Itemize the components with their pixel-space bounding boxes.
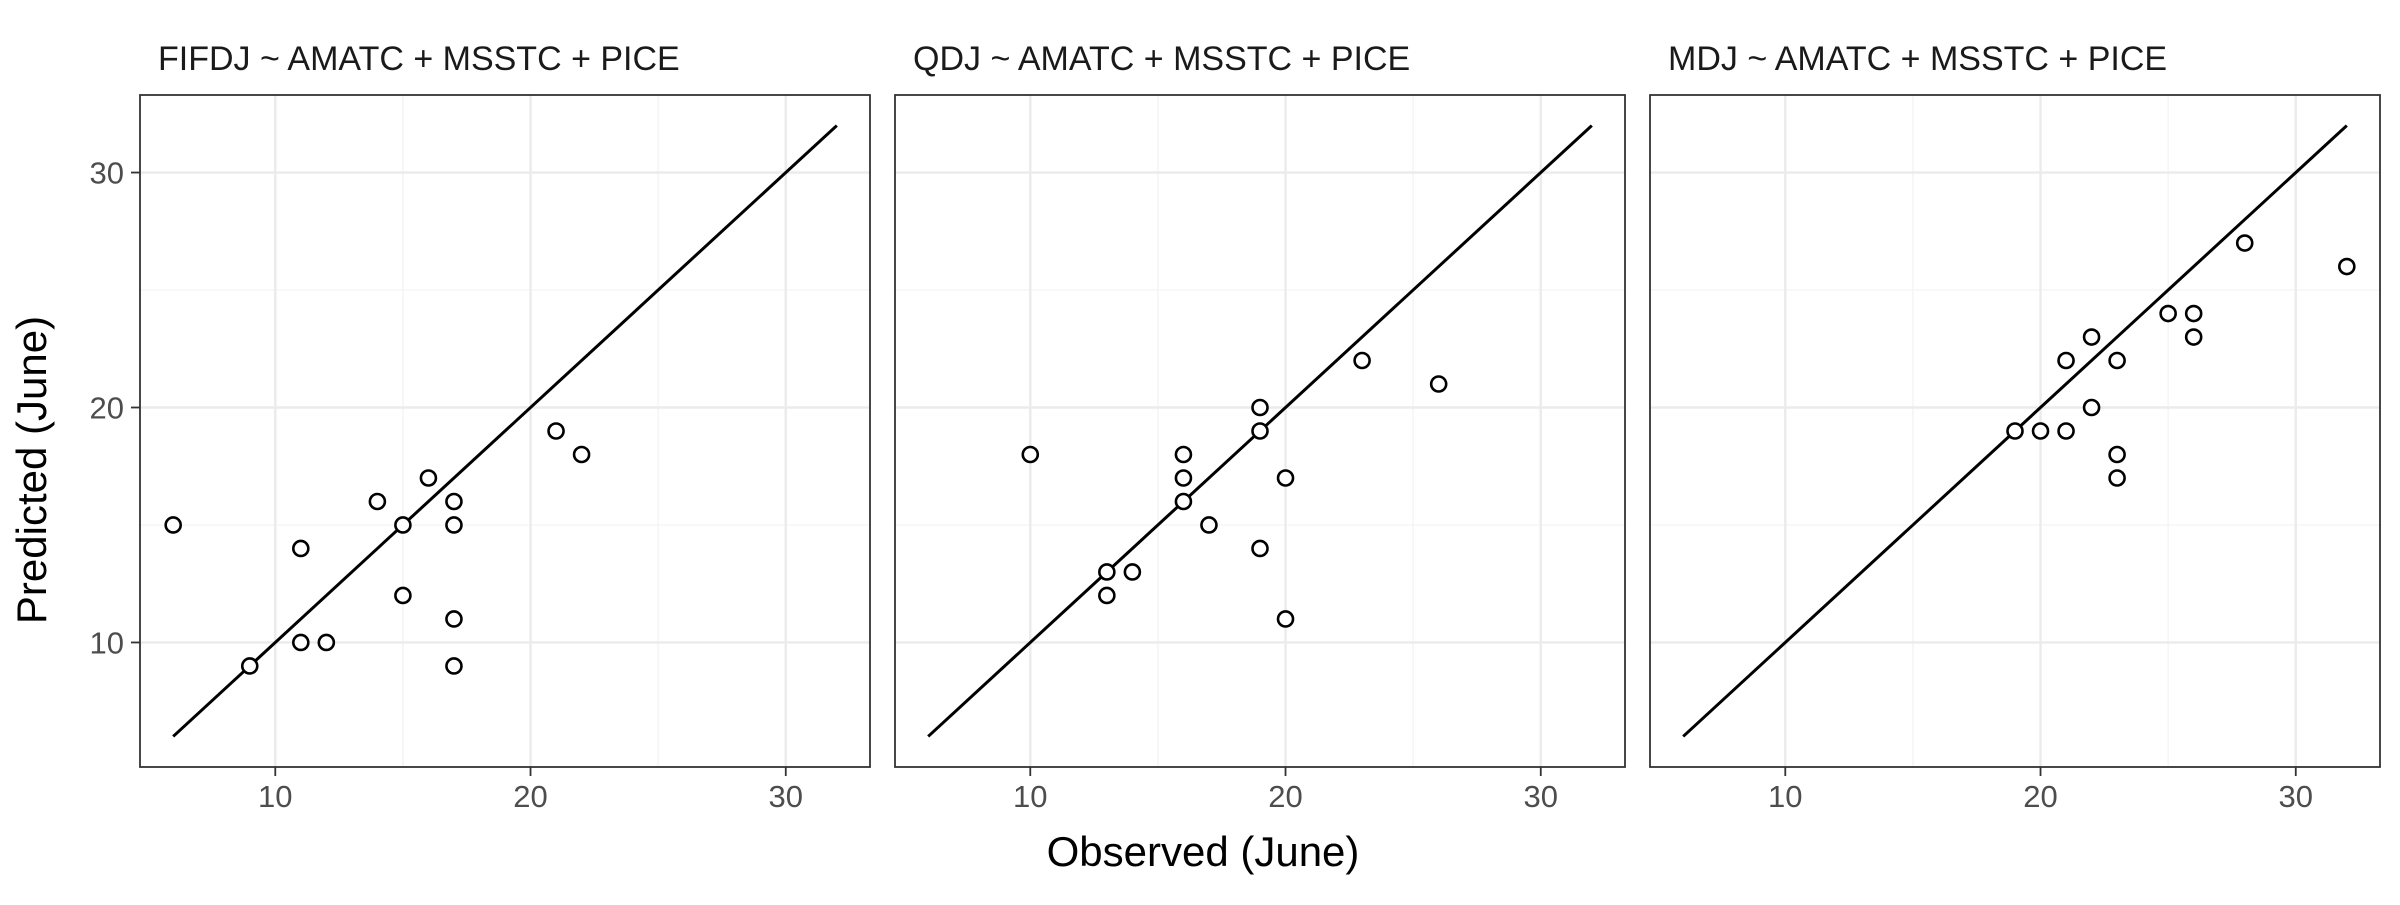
y-axis-title: Predicted (June)	[8, 316, 55, 624]
y-tick-label: 10	[90, 625, 124, 660]
panel-1-point-3	[292, 539, 310, 558]
panel-3-point-9	[2108, 469, 2126, 487]
panel-1-point-8	[394, 586, 412, 605]
x-tick-label: 10	[1013, 779, 1047, 814]
panel-2-border	[894, 94, 1626, 768]
panel-1-point-9	[419, 469, 438, 487]
panel-3-point-14	[2338, 257, 2356, 276]
panel-2-point-6	[1174, 469, 1193, 487]
panel-2-point-5	[1174, 445, 1193, 464]
panel-1-point-4	[292, 633, 310, 652]
panel-2-point-3	[1098, 586, 1116, 605]
panel-2-point-12	[1276, 469, 1295, 487]
panel-3-point-6	[2082, 398, 2101, 417]
x-axis-title: Observed (June)	[1047, 828, 1360, 875]
panel-2-point-2	[1098, 563, 1116, 581]
panel-1-point-13	[445, 657, 463, 675]
panel-1-point-10	[445, 492, 463, 511]
panel-3-point-1	[2006, 422, 2024, 440]
panel-1-identity-line	[172, 124, 838, 738]
y-tick-label: 20	[90, 391, 124, 426]
panel-3-point-2	[2031, 422, 2050, 440]
panel-1-point-6	[368, 492, 387, 511]
x-tick-label: 20	[2023, 779, 2057, 814]
panel-2-point-13	[1276, 610, 1295, 628]
panel-2-title: QDJ ~ AMATC + MSSTC + PICE	[913, 40, 1410, 78]
y-tick-label: 30	[90, 156, 124, 191]
panel-3-point-11	[2184, 304, 2203, 323]
x-tick-label: 10	[1768, 779, 1802, 814]
panel-3-point-8	[2108, 445, 2126, 464]
panel-1-point-1	[164, 516, 182, 534]
panel-1-point-2	[240, 657, 259, 675]
panel-2-point-15	[1429, 375, 1448, 393]
panel-3-point-13	[2235, 234, 2254, 252]
panel-3-point-3	[2057, 351, 2075, 370]
panel-2-point-8	[1200, 516, 1218, 534]
panel-3-point-5	[2082, 328, 2101, 346]
panel-2-point-11	[1251, 539, 1269, 558]
x-tick-label: 20	[513, 779, 547, 814]
panel-3-point-12	[2184, 328, 2203, 346]
panel-2-point-1	[1021, 445, 1040, 464]
panel-3-point-7	[2108, 351, 2126, 370]
panel-1-title: FIFDJ ~ AMATC + MSSTC + PICE	[158, 40, 680, 78]
panel-1-point-14	[547, 422, 565, 440]
panel-3-title: MDJ ~ AMATC + MSSTC + PICE	[1668, 40, 2167, 78]
panel-3-border	[1649, 94, 2381, 768]
x-tick-label: 30	[2279, 779, 2313, 814]
panel-2-point-14	[1353, 351, 1371, 370]
panel-1-point-15	[572, 445, 591, 464]
x-tick-label: 30	[1524, 779, 1558, 814]
panel-1-point-5	[317, 633, 336, 652]
panel-2-point-9	[1251, 398, 1269, 417]
panel-2-point-7	[1174, 492, 1193, 511]
x-tick-label: 10	[258, 779, 292, 814]
panel-2-point-4	[1123, 563, 1142, 581]
panel-1-border	[139, 94, 871, 768]
panel-2-point-10	[1251, 422, 1269, 440]
x-tick-label: 30	[769, 779, 803, 814]
panel-1-point-12	[445, 610, 463, 628]
panel-3-point-4	[2057, 422, 2075, 440]
x-tick-label: 20	[1268, 779, 1302, 814]
panel-3-point-10	[2159, 304, 2177, 323]
panel-1-point-11	[445, 516, 463, 534]
panel-1-point-7	[394, 516, 412, 534]
